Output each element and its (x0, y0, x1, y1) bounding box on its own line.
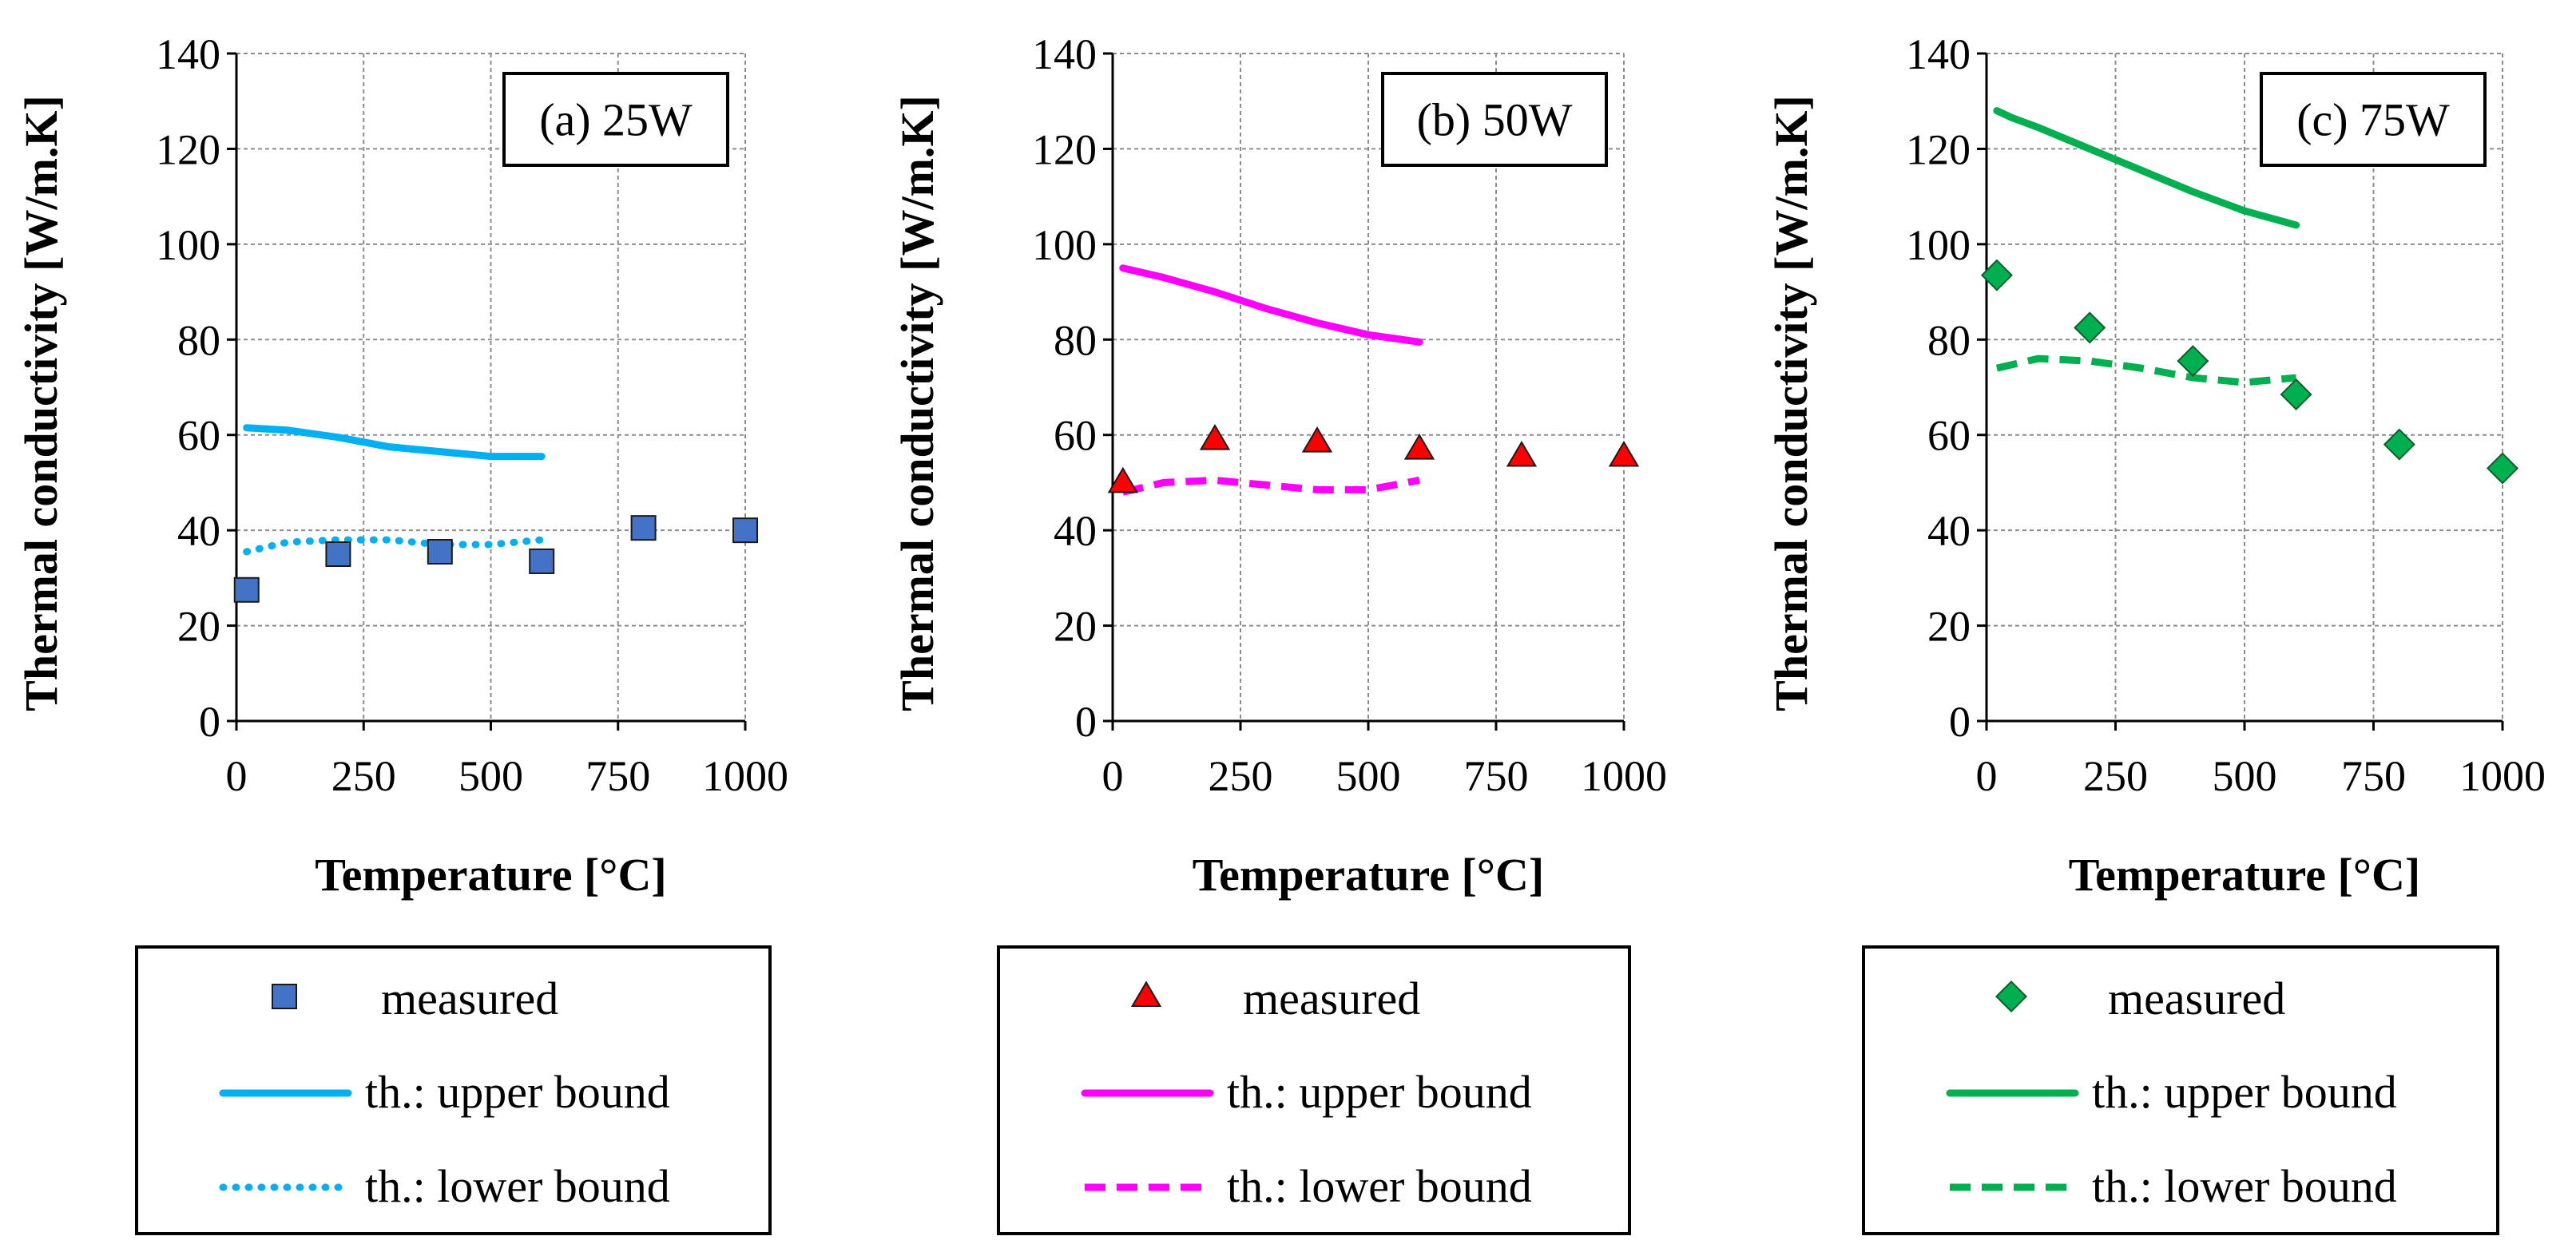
panel-label: (c) 75W (2296, 94, 2450, 146)
y-tick-label: 80 (177, 316, 220, 364)
x-tick-label: 0 (226, 752, 248, 800)
y-tick-label: 20 (177, 603, 220, 651)
legend-label: th.: lower bound (365, 1160, 670, 1212)
y-tick-label: 60 (1927, 412, 1971, 460)
y-axis-title: Thermal conductivity [W/m.K] (1765, 95, 1817, 711)
x-tick-label: 500 (2213, 752, 2277, 800)
legend-label: measured (381, 973, 558, 1024)
x-tick-label: 1000 (2459, 752, 2546, 800)
y-tick-label: 0 (1949, 698, 1971, 746)
y-axis-title: Thermal conductivity [W/m.K] (15, 95, 67, 711)
legend-marker (1130, 981, 1162, 1007)
y-tick-label: 100 (1906, 221, 1971, 269)
data-point-measured (2177, 345, 2209, 378)
legend-marker (1995, 980, 2028, 1013)
data-point-measured (1301, 426, 1333, 453)
series-line-upper-bound (243, 424, 546, 461)
x-tick-label: 1000 (1581, 752, 1667, 800)
data-point-measured (2383, 428, 2415, 461)
series-line-lower-bound (1121, 476, 1420, 496)
x-tick-label: 500 (1336, 752, 1401, 800)
y-tick-label: 40 (1927, 507, 1971, 555)
x-axis-title: Temperature [°C] (1193, 849, 1544, 901)
series-line-lower-bound (1995, 355, 2297, 386)
data-point-measured (427, 539, 453, 565)
y-tick-label: 60 (1054, 412, 1097, 460)
series-line-upper-bound (1119, 264, 1423, 346)
y-tick-label: 80 (1927, 316, 1971, 364)
y-tick-label: 140 (156, 30, 220, 78)
x-tick-label: 1000 (702, 752, 788, 800)
x-tick-label: 750 (2341, 752, 2406, 800)
x-tick-label: 250 (2083, 752, 2148, 800)
y-tick-label: 0 (1075, 698, 1097, 746)
data-point-measured (1980, 259, 2013, 291)
panel-label: (a) 25W (539, 94, 693, 146)
chart-panel-3: 0 20 40 60 80 100 120 140 0 250 500 750 1000 Temperat… (1765, 30, 2546, 1235)
data-point-measured (2280, 378, 2312, 410)
data-point-measured (630, 515, 657, 541)
data-point-measured (529, 548, 555, 574)
legend-label: measured (1243, 973, 1420, 1024)
data-point-measured (1199, 424, 1231, 450)
x-axis-title: Temperature [°C] (2069, 849, 2420, 901)
x-tick-label: 250 (331, 752, 396, 800)
y-axis-title: Thermal conductivity [W/m.K] (891, 95, 943, 711)
legend-label: th.: upper bound (1227, 1066, 1532, 1118)
series-line-upper-bound (1993, 107, 2300, 229)
data-point-measured (1107, 466, 1138, 493)
y-tick-label: 120 (156, 125, 220, 173)
data-point-measured (2486, 452, 2519, 485)
y-tick-label: 40 (1054, 507, 1097, 555)
y-tick-label: 100 (156, 221, 220, 269)
x-tick-label: 250 (1209, 752, 1273, 800)
y-tick-label: 120 (1906, 125, 1971, 173)
y-tick-label: 140 (1906, 30, 1971, 78)
x-tick-label: 750 (1464, 752, 1529, 800)
y-tick-label: 0 (199, 698, 220, 746)
panel-label-box (2260, 72, 2487, 167)
legend-label: measured (2108, 973, 2285, 1024)
data-point-measured (1403, 433, 1435, 460)
data-point-measured (325, 541, 351, 567)
y-tick-label: 60 (177, 412, 220, 460)
panel-label: (b) 50W (1417, 94, 1573, 146)
chart-panel-1: 0 20 40 60 80 100 120 140 0 250 500 750 1000 Temperat… (15, 30, 788, 1235)
y-tick-label: 100 (1032, 221, 1097, 269)
legend-label: th.: lower bound (2092, 1160, 2397, 1212)
series-line-lower-bound (243, 536, 546, 556)
y-tick-label: 120 (1032, 125, 1097, 173)
legend-label: th.: lower bound (1227, 1160, 1532, 1212)
panel-label-box (502, 72, 729, 167)
y-tick-label: 20 (1054, 603, 1097, 651)
y-tick-label: 140 (1032, 30, 1097, 78)
legend-marker (272, 984, 297, 1009)
x-axis-title: Temperature [°C] (315, 849, 666, 901)
chart-panel-2: 0 20 40 60 80 100 120 140 0 250 500 750 1000 Temperat… (891, 30, 1667, 1235)
data-point-measured (1608, 440, 1640, 467)
data-point-measured (233, 576, 260, 603)
panel-label-box (1381, 72, 1608, 167)
data-point-measured (2074, 311, 2106, 344)
x-tick-label: 750 (585, 752, 650, 800)
x-tick-label: 0 (1976, 752, 1998, 800)
legend-label: th.: upper bound (2092, 1066, 2397, 1118)
x-tick-label: 500 (458, 752, 523, 800)
y-tick-label: 40 (177, 507, 220, 555)
legend-label: th.: upper bound (365, 1066, 670, 1118)
y-tick-label: 80 (1054, 316, 1097, 364)
data-point-measured (732, 517, 758, 544)
x-tick-label: 0 (1102, 752, 1124, 800)
data-point-measured (1506, 440, 1538, 467)
y-tick-label: 20 (1927, 603, 1971, 651)
